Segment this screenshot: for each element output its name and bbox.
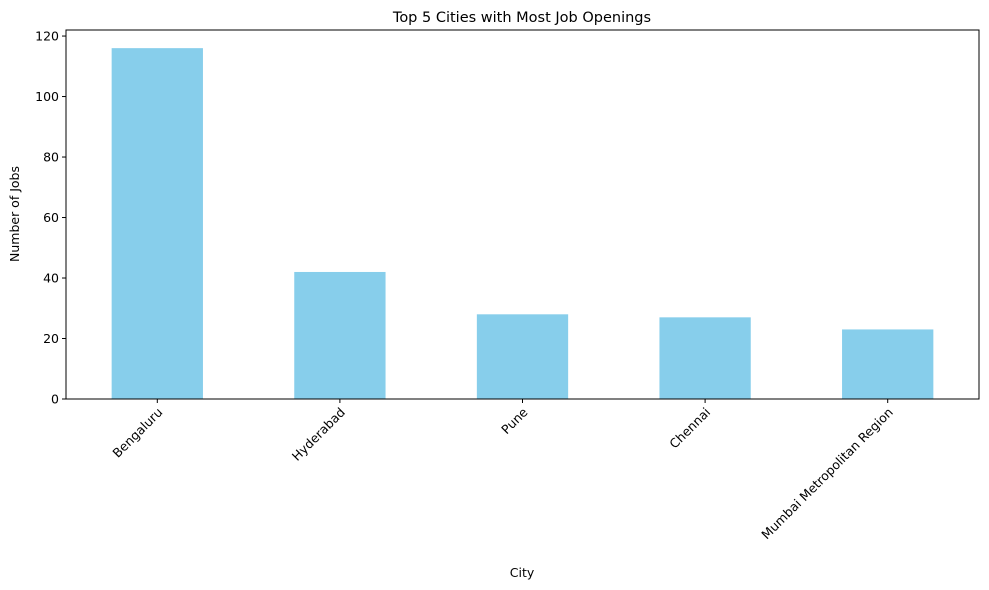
bars-group <box>111 48 934 399</box>
y-tick-label-100: 100 <box>35 89 59 104</box>
chart-title: Top 5 Cities with Most Job Openings <box>392 10 651 26</box>
y-tick-label-20: 20 <box>43 331 59 346</box>
x-tick-label-pune: Pune <box>498 404 531 437</box>
y-tick-label-0: 0 <box>51 392 59 407</box>
x-tick-label-chennai: Chennai <box>666 405 713 452</box>
y-tick-label-120: 120 <box>35 29 59 44</box>
bar-hyderabad <box>294 271 386 399</box>
y-tick-label-60: 60 <box>43 210 59 225</box>
x-tick-label-hyderabad: Hyderabad <box>289 405 348 464</box>
y-axis-label: Number of Jobs <box>7 166 22 262</box>
bar-bengaluru <box>111 48 203 399</box>
y-tick-label-40: 40 <box>43 271 59 286</box>
bar-chennai <box>659 317 751 399</box>
x-tick-label-bengaluru: Bengaluru <box>109 405 165 461</box>
y-tick-label-80: 80 <box>43 150 59 165</box>
y-axis: 0 20 40 60 80 100 120 <box>35 29 66 407</box>
bar-mumbai-metropolitan-region <box>842 329 934 399</box>
x-axis: Bengaluru Hyderabad Pune Chennai Mumbai Metr… <box>109 399 896 543</box>
x-tick-label-mumbai-metropolitan-region: Mumbai Metropolitan Region <box>758 405 896 543</box>
bar-pune <box>476 314 569 399</box>
x-axis-label: City <box>510 565 535 580</box>
